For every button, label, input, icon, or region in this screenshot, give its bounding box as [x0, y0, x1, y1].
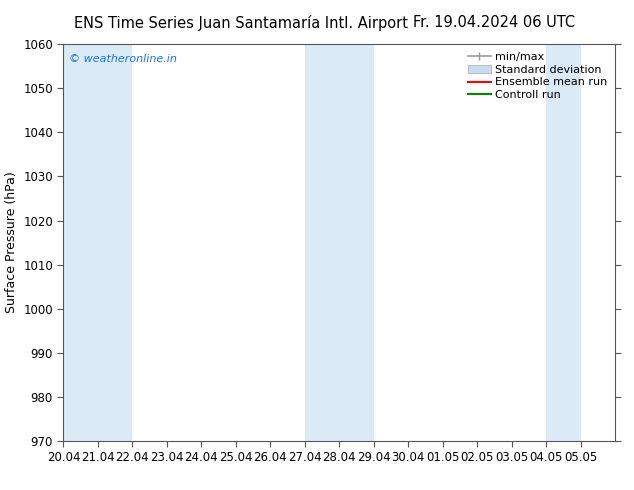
Bar — [305, 44, 339, 441]
Text: ENS Time Series Juan Santamaría Intl. Airport: ENS Time Series Juan Santamaría Intl. Ai… — [74, 15, 408, 31]
Text: Fr. 19.04.2024 06 UTC: Fr. 19.04.2024 06 UTC — [413, 15, 576, 30]
Bar — [546, 44, 581, 441]
Legend: min/max, Standard deviation, Ensemble mean run, Controll run: min/max, Standard deviation, Ensemble me… — [466, 49, 609, 102]
Bar — [98, 44, 133, 441]
Bar — [339, 44, 373, 441]
Text: © weatheronline.in: © weatheronline.in — [69, 54, 177, 64]
Bar — [63, 44, 98, 441]
Y-axis label: Surface Pressure (hPa): Surface Pressure (hPa) — [4, 172, 18, 314]
